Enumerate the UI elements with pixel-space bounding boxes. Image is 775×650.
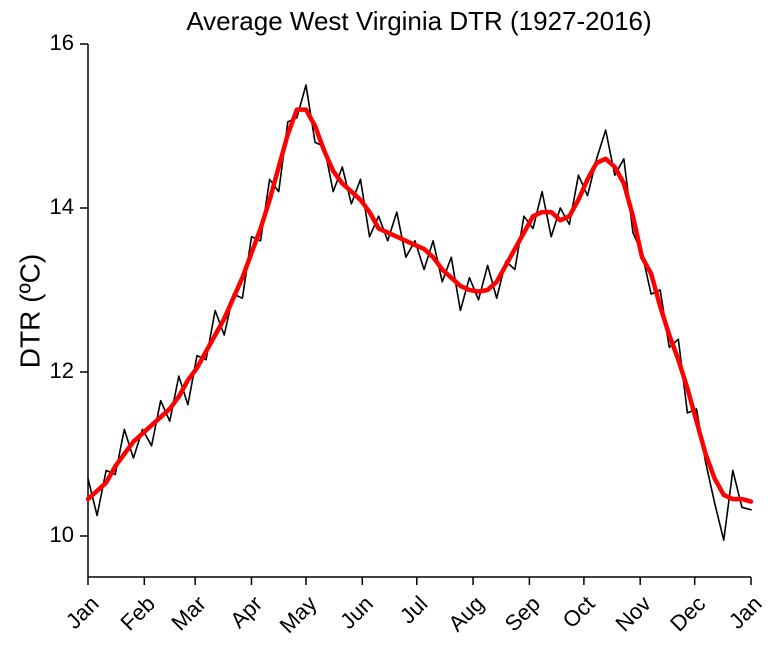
x-tick-label: Jan (61, 591, 104, 634)
x-tick-label: Feb (115, 591, 159, 635)
x-tick-label: Jun (335, 591, 378, 634)
x-tick-label: Sep (500, 591, 545, 636)
line-series (85, 107, 754, 504)
x-tick-label: Aug (443, 591, 488, 636)
x-tick-label: Mar (166, 591, 210, 635)
x-tick-label: Jan (724, 591, 767, 634)
y-axis-label: DTR (ºC) (14, 254, 45, 368)
y-tick-label: 10 (50, 522, 74, 547)
line-series (87, 84, 752, 541)
x-tick-label: Jul (395, 591, 433, 629)
chart-title: Average West Virginia DTR (1927-2016) (186, 6, 651, 36)
x-tick-label: Oct (558, 591, 600, 633)
x-tick-label: Apr (225, 591, 267, 633)
y-tick-label: 16 (50, 30, 74, 55)
x-tick-label: Dec (665, 591, 710, 636)
y-tick-label: 12 (50, 358, 74, 383)
x-tick-label: May (275, 591, 322, 638)
x-tick-label: Nov (610, 591, 655, 636)
y-tick-label: 14 (50, 194, 74, 219)
